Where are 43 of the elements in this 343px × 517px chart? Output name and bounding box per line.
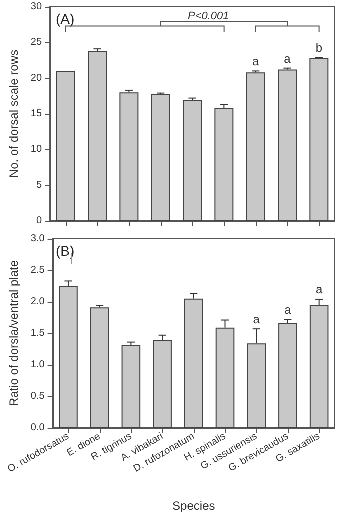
y-tick-label: 15	[30, 108, 42, 120]
bar	[56, 71, 76, 221]
bar	[278, 323, 298, 428]
annotation: a	[284, 302, 292, 317]
y-tick-label: 20	[30, 72, 42, 84]
annotation: a	[284, 52, 292, 66]
y-tick-label: 0.5	[30, 391, 46, 402]
y-tick-label: 0	[36, 216, 42, 226]
bar	[310, 305, 329, 428]
y-tick-label: 1.0	[30, 360, 46, 370]
bar	[246, 72, 266, 221]
bar	[151, 94, 170, 221]
annotation: (A)	[56, 11, 75, 27]
bar	[216, 328, 235, 428]
bar	[120, 92, 139, 221]
y-tick-label: 1.5	[30, 328, 46, 339]
bar	[183, 100, 202, 221]
annotation: b	[316, 41, 323, 56]
bar	[88, 51, 108, 221]
annotation: a	[253, 312, 260, 326]
bar	[184, 298, 204, 428]
y-axis-title: Ratio of dorsla/ventral plate	[7, 260, 21, 407]
annotation: a	[252, 54, 260, 69]
bar	[310, 58, 329, 221]
bar	[90, 308, 110, 428]
bar	[153, 340, 172, 428]
y-tick-label: 25	[30, 37, 42, 48]
bar	[278, 70, 298, 221]
bar	[59, 286, 78, 428]
annotation: a	[316, 282, 323, 297]
y-tick-label: 3.0	[30, 234, 46, 244]
y-tick-label: 0.0	[30, 422, 46, 434]
bar	[122, 345, 141, 428]
bar	[214, 108, 234, 221]
y-axis-title: No. of dorsal scale rows	[7, 50, 21, 178]
y-tick-label: 10	[30, 144, 42, 156]
y-tick-label: 2.5	[30, 265, 46, 276]
y-tick-label: 30	[30, 2, 42, 12]
x-axis-title: Species	[172, 499, 216, 513]
annotation: P<0.001	[188, 10, 230, 22]
y-tick-label: 2.0	[30, 296, 46, 308]
y-tick-label: 5	[36, 180, 42, 191]
bar	[247, 344, 266, 428]
